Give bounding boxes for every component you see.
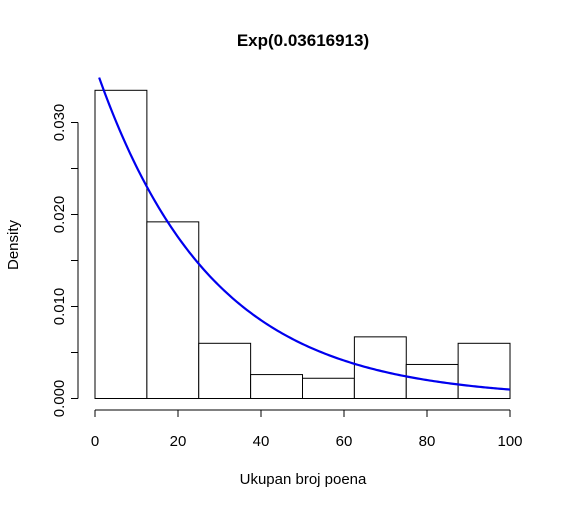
- histogram-bar-2: [146, 221, 200, 399]
- y-tick-label: 0.020: [51, 196, 68, 234]
- y-axis: 0.000 0.010 0.020 0.030: [51, 104, 79, 418]
- chart-title: Exp(0.03616913): [237, 31, 369, 50]
- x-tick-label: 100: [497, 433, 522, 450]
- x-axis: 0 20 40 60 80 100: [91, 409, 523, 450]
- histogram-bar-5: [302, 377, 355, 400]
- x-tick-label: 40: [253, 433, 270, 450]
- histogram-bar-1: [94, 89, 148, 400]
- y-tick-label: 0.030: [51, 104, 68, 142]
- x-tick-label: 0: [91, 433, 99, 450]
- bars-group: [94, 89, 511, 400]
- x-tick-label: 20: [170, 433, 187, 450]
- y-tick-label: 0.000: [51, 380, 68, 418]
- y-axis-label: Density: [5, 219, 22, 270]
- histogram-bar-3: [198, 342, 252, 399]
- exponential-density-curve: [98, 77, 511, 391]
- y-tick-label: 0.010: [51, 288, 68, 326]
- x-tick-label: 60: [336, 433, 353, 450]
- x-axis-label: Ukupan broj poena: [240, 471, 367, 488]
- x-tick-label: 80: [419, 433, 436, 450]
- histogram-bar-4: [250, 374, 304, 399]
- histogram-bar-8: [457, 342, 511, 399]
- histogram-bar-6: [353, 336, 407, 399]
